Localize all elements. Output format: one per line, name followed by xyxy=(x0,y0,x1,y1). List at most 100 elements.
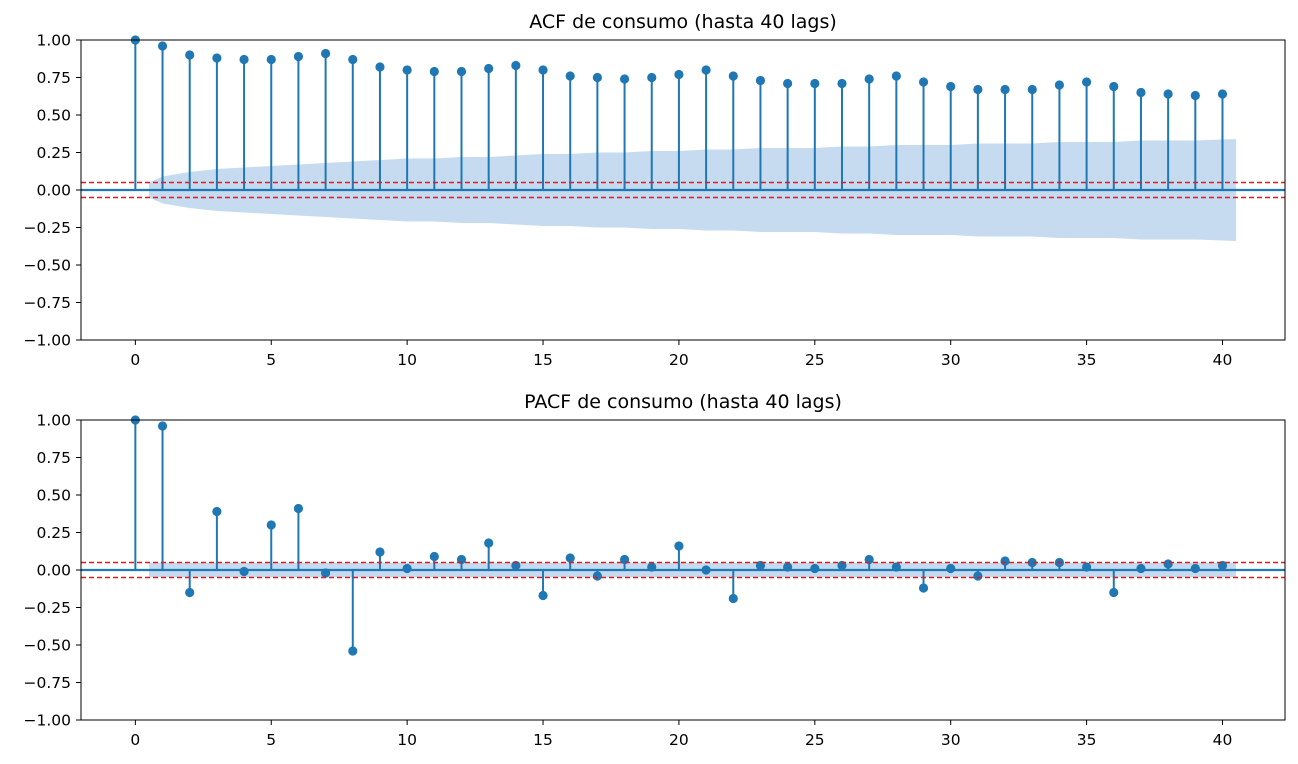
acf-marker-lag-5 xyxy=(266,54,276,65)
acf-marker-lag-16 xyxy=(565,71,575,81)
acf-xtick-label: 15 xyxy=(533,351,553,369)
acf-marker-lag-26 xyxy=(837,78,847,89)
pacf-xtick-label: 40 xyxy=(1213,731,1233,749)
pacf-marker-lag-8 xyxy=(348,646,358,656)
pacf-ytick-label: −0.75 xyxy=(24,674,72,692)
pacf-xtick-label: 10 xyxy=(397,731,417,749)
pacf-marker-lag-7 xyxy=(321,568,331,578)
pacf-ytick-label: 1.00 xyxy=(36,412,71,430)
acf-marker-lag-6 xyxy=(293,51,304,62)
pacf-marker-lag-30 xyxy=(946,563,956,574)
acf-marker-lag-1 xyxy=(157,41,168,51)
pacf-marker-lag-36 xyxy=(1109,587,1119,598)
pacf-marker-lag-32 xyxy=(1000,556,1010,566)
pacf-xtick-label: 5 xyxy=(266,731,276,749)
pacf-marker-lag-13 xyxy=(484,538,494,548)
acf-marker-lag-22 xyxy=(728,71,738,81)
pacf-marker-lag-6 xyxy=(293,503,304,514)
acf-ytick-label: 0.00 xyxy=(36,182,71,200)
pacf-xtick-label: 35 xyxy=(1077,731,1097,749)
pacf-marker-lag-3 xyxy=(212,506,222,517)
acf-marker-lag-35 xyxy=(1081,77,1092,87)
acf-ytick-label: −1.00 xyxy=(24,332,72,350)
acf-marker-lag-11 xyxy=(429,66,439,77)
pacf-ytick-label: 0.00 xyxy=(36,562,71,580)
acf-marker-lag-14 xyxy=(511,60,521,71)
acf-marker-lag-39 xyxy=(1190,90,1200,101)
pacf-ytick-label: 0.25 xyxy=(36,524,71,542)
pacf-marker-lag-35 xyxy=(1081,562,1092,572)
pacf-marker-lag-10 xyxy=(402,563,412,574)
acf-xtick-label: 20 xyxy=(669,351,689,369)
acf-marker-lag-32 xyxy=(1000,84,1010,95)
pacf-xtick-label: 0 xyxy=(130,731,140,749)
acf-xtick-label: 25 xyxy=(805,351,825,369)
acf-marker-lag-28 xyxy=(891,71,901,81)
acf-marker-lag-36 xyxy=(1109,81,1119,92)
acf-xtick-label: 40 xyxy=(1213,351,1233,369)
acf-marker-lag-7 xyxy=(321,48,331,59)
acf-marker-lag-12 xyxy=(456,66,467,77)
acf-marker-lag-19 xyxy=(647,72,657,83)
pacf-chart: PACF de consumo (hasta 40 lags) 1.00 0.75… xyxy=(24,391,1286,749)
pacf-marker-lag-4 xyxy=(239,566,249,577)
acf-title: ACF de consumo (hasta 40 lags) xyxy=(529,11,837,33)
acf-ytick-label: −0.75 xyxy=(24,294,72,312)
acf-xtick-label: 30 xyxy=(941,351,961,369)
acf-marker-lag-9 xyxy=(375,62,385,72)
pacf-xtick-label: 15 xyxy=(533,731,553,749)
pacf-marker-lag-38 xyxy=(1163,559,1173,569)
pacf-marker-lag-24 xyxy=(783,562,793,572)
acf-ytick-label: 0.75 xyxy=(36,69,71,87)
pacf-marker-lag-11 xyxy=(429,551,439,562)
pacf-ytick-label: −1.00 xyxy=(24,712,72,730)
acf-marker-lag-20 xyxy=(674,69,684,80)
acf-marker-lag-18 xyxy=(619,74,630,84)
acf-marker-lag-21 xyxy=(701,65,711,75)
acf-marker-lag-30 xyxy=(946,81,956,92)
pacf-marker-lag-15 xyxy=(538,590,548,601)
acf-ytick-label: 0.25 xyxy=(36,144,71,162)
acf-marker-lag-27 xyxy=(864,74,874,84)
acf-marker-lag-33 xyxy=(1027,84,1037,95)
acf-marker-lag-31 xyxy=(973,84,983,95)
acf-marker-lag-34 xyxy=(1054,80,1065,90)
acf-marker-lag-24 xyxy=(783,78,793,89)
acf-ytick-label: −0.50 xyxy=(24,257,72,275)
pacf-marker-lag-17 xyxy=(592,571,602,581)
pacf-marker-lag-33 xyxy=(1027,557,1037,568)
pacf-title: PACF de consumo (hasta 40 lags) xyxy=(524,391,842,413)
acf-marker-lag-29 xyxy=(918,77,929,87)
acf-xtick-label: 5 xyxy=(266,351,276,369)
pacf-marker-lag-20 xyxy=(674,541,684,551)
pacf-xtick-label: 20 xyxy=(669,731,689,749)
acf-ytick-label: −0.25 xyxy=(24,219,72,237)
acf-chart: ACF de consumo (hasta 40 lags) 1.00 0.75 0… xyxy=(24,11,1286,369)
acf-marker-lag-2 xyxy=(185,50,195,60)
pacf-marker-lag-16 xyxy=(565,553,575,563)
acf-ytick-label: 0.50 xyxy=(36,107,71,125)
pacf-ytick-label: −0.50 xyxy=(24,637,72,655)
pacf-marker-lag-9 xyxy=(375,547,385,557)
acf-marker-lag-3 xyxy=(212,53,222,63)
pacf-marker-lag-5 xyxy=(266,520,276,530)
pacf-xtick-label: 25 xyxy=(805,731,825,749)
pacf-marker-lag-28 xyxy=(891,562,901,572)
acf-marker-lag-40 xyxy=(1217,89,1228,99)
acf-xtick-label: 35 xyxy=(1077,351,1097,369)
acf-marker-lag-17 xyxy=(592,72,602,83)
pacf-xtick-label: 30 xyxy=(941,731,961,749)
pacf-marker-lag-25 xyxy=(810,563,820,574)
acf-xtick-label: 10 xyxy=(397,351,417,369)
acf-ytick-label: 1.00 xyxy=(36,32,71,50)
pacf-marker-lag-39 xyxy=(1190,563,1200,574)
acf-marker-lag-23 xyxy=(755,75,766,86)
acf-marker-lag-38 xyxy=(1163,89,1173,99)
pacf-ytick-label: 0.50 xyxy=(36,487,71,505)
pacf-marker-lag-1 xyxy=(157,421,168,431)
acf-marker-lag-13 xyxy=(484,63,494,74)
pacf-ytick-label: −0.25 xyxy=(24,599,72,617)
pacf-marker-lag-22 xyxy=(728,593,738,604)
pacf-marker-lag-31 xyxy=(973,571,983,581)
